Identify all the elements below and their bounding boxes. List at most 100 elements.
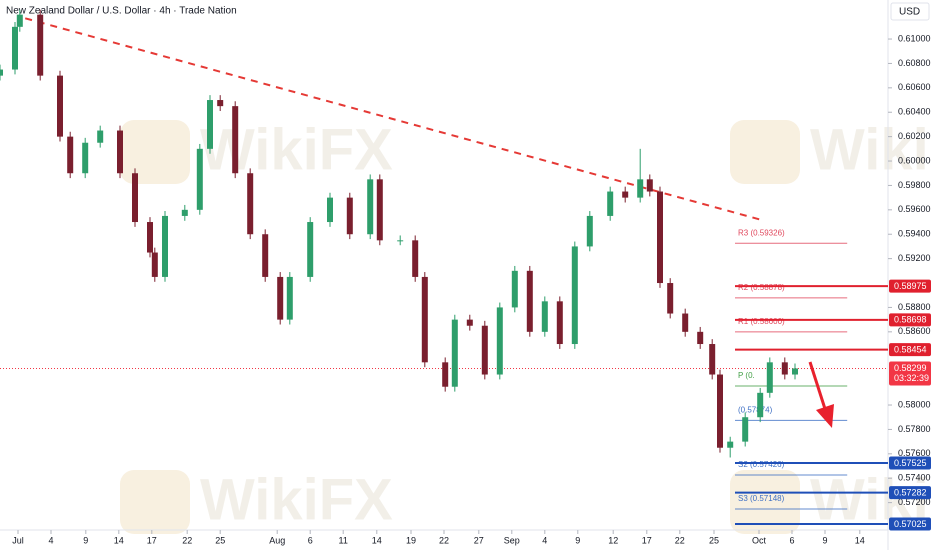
- y-tick-label: 0.58000: [898, 399, 931, 409]
- candle-body: [16, 14, 23, 27]
- candle-body: [147, 222, 153, 253]
- x-tick-label: 14: [114, 535, 124, 545]
- watermark: WikiFX: [200, 467, 393, 532]
- candle-body: [637, 179, 644, 198]
- chart-title: New Zealand Dollar / U.S. Dollar · 4h · …: [6, 6, 237, 17]
- level-tag-label: 0.58454: [894, 345, 927, 355]
- trendline: [24, 17, 761, 221]
- last-price-label: 0.58299: [894, 363, 927, 373]
- candle-body: [451, 319, 458, 387]
- y-tick-label: 0.60400: [898, 107, 931, 117]
- pivot-label: R1 (0.58600): [738, 317, 785, 326]
- candle-body: [481, 325, 488, 375]
- x-tick-label: 19: [406, 535, 416, 545]
- candle-body: [622, 191, 629, 198]
- y-tick-label: 0.60600: [898, 82, 931, 92]
- candle-body: [442, 362, 449, 387]
- x-tick-label: 4: [542, 535, 547, 545]
- candle-body: [57, 75, 63, 137]
- candle-body: [82, 142, 89, 174]
- x-tick-label: 9: [83, 535, 88, 545]
- candle-body: [412, 240, 419, 277]
- candle-body: [526, 270, 533, 332]
- candle-body: [742, 417, 749, 442]
- y-tick-label: 0.57600: [898, 448, 931, 458]
- candle-body: [717, 374, 723, 448]
- x-tick-label: 22: [439, 535, 449, 545]
- x-tick-label: 25: [215, 535, 225, 545]
- y-tick-label: 0.57800: [898, 424, 931, 434]
- last-price-tag: [889, 361, 931, 386]
- level-tag: [889, 343, 931, 357]
- x-tick-label: 22: [675, 535, 685, 545]
- y-tick-label: 0.57200: [898, 497, 931, 507]
- y-tick-label: 0.59400: [898, 229, 931, 239]
- level-tag: [889, 279, 931, 293]
- x-tick-label: Oct: [752, 535, 767, 545]
- candle-body: [376, 179, 383, 241]
- candle-body: [0, 69, 3, 76]
- x-tick-label: Aug: [269, 535, 285, 545]
- x-tick-label: Sep: [504, 535, 520, 545]
- candle-body: [496, 307, 503, 375]
- arrow-shaft: [808, 361, 828, 413]
- pivot-label: S2 (0.57426): [738, 460, 785, 469]
- candle-body: [67, 136, 74, 174]
- candle-body: [307, 222, 314, 277]
- currency-box[interactable]: [890, 2, 930, 21]
- candle-body: [766, 362, 773, 393]
- level-tag: [889, 517, 931, 531]
- candle-body: [646, 179, 653, 192]
- candle-body: [682, 313, 689, 332]
- candle-body: [757, 392, 764, 418]
- watermarks: WikiFXWikiFXWikiFXWikiFX: [120, 117, 932, 534]
- y-tick-label: 0.58800: [898, 302, 931, 312]
- candle-body: [97, 130, 104, 143]
- candle-body: [277, 276, 284, 320]
- candle-body: [781, 362, 788, 375]
- x-tick-label: 17: [147, 535, 157, 545]
- candle-body: [262, 234, 269, 277]
- candle-body: [286, 276, 293, 320]
- candle-body: [397, 240, 404, 242]
- y-tick-label: 0.59200: [898, 253, 931, 263]
- x-tick-label: 22: [182, 535, 192, 545]
- candle-body: [466, 319, 473, 326]
- pivot-label: (0.57874): [738, 406, 773, 415]
- y-tick-label: 0.61000: [898, 33, 931, 43]
- candle-body: [367, 179, 374, 235]
- candle-body: [586, 215, 593, 247]
- candle-body: [12, 26, 18, 70]
- candle-body: [657, 191, 663, 284]
- candle-body: [327, 197, 333, 223]
- level-tag-label: 0.57525: [894, 458, 927, 468]
- x-tick-label: Jul: [12, 535, 24, 545]
- watermark-logo: [120, 470, 190, 534]
- x-tick-label: 11: [339, 535, 348, 545]
- candle-body: [667, 283, 674, 314]
- candle-body: [541, 301, 548, 332]
- level-tag: [889, 486, 931, 500]
- level-tag-label: 0.58975: [894, 281, 927, 291]
- candle-body: [232, 106, 239, 174]
- candle-body: [571, 246, 578, 345]
- currency: USD: [899, 7, 920, 18]
- candle-body: [117, 130, 123, 174]
- x-tick-label: 6: [308, 535, 313, 545]
- candle-body: [792, 368, 798, 375]
- candle-body: [247, 173, 254, 235]
- candle-body: [511, 270, 518, 308]
- watermark-logo: [120, 120, 190, 184]
- candle-body: [217, 100, 224, 107]
- level-tag: [889, 313, 931, 327]
- y-tick-label: 0.60200: [898, 131, 931, 141]
- x-tick-label: 17: [642, 535, 652, 545]
- candle-body: [607, 191, 614, 216]
- pivot-label: S3 (0.57148): [738, 494, 785, 503]
- candle-body: [132, 173, 138, 223]
- watermark-logo: [730, 470, 800, 534]
- x-tick-label: 9: [822, 535, 827, 545]
- x-tick-label: 25: [709, 535, 719, 545]
